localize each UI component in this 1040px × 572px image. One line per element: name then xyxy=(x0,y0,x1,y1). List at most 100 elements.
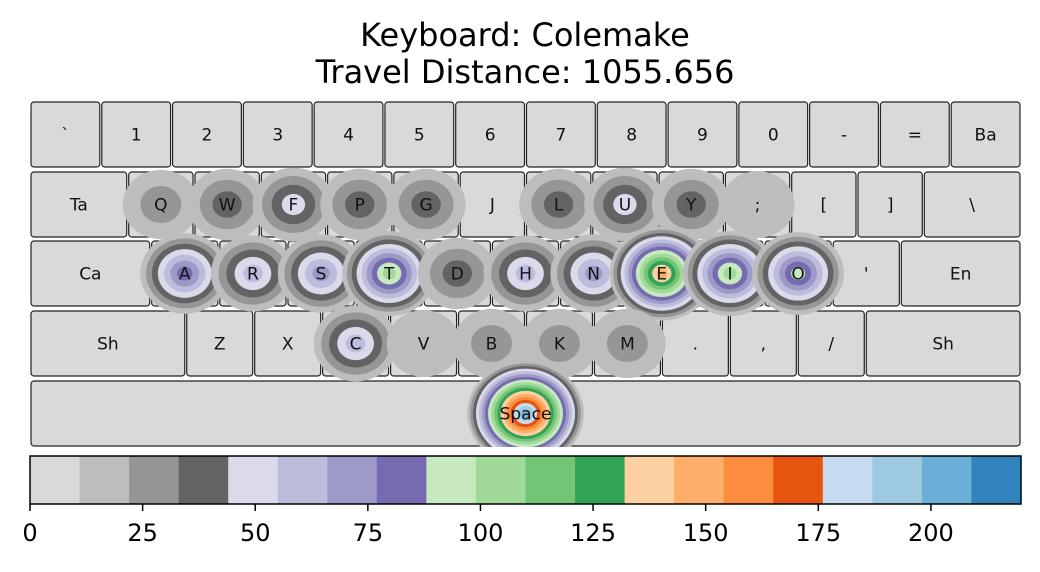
colorbar-segment xyxy=(178,456,229,504)
chart-title-line-1: Keyboard: Colemake xyxy=(360,16,690,54)
key-rbracket xyxy=(857,171,923,238)
heat-blob-b xyxy=(453,308,530,379)
key-slash xyxy=(797,310,865,377)
colorbar-segment xyxy=(327,456,378,504)
heat-blob-semicolon xyxy=(720,171,795,238)
key-5-label: 5 xyxy=(414,126,425,146)
key-9-label: 9 xyxy=(697,126,708,146)
heat-band-t-9 xyxy=(382,267,396,280)
heat-blob-c xyxy=(313,305,398,382)
key-sh-2-label: Sh xyxy=(932,335,954,355)
heat-band-u-4 xyxy=(613,193,637,216)
colorbar-segment xyxy=(475,456,526,504)
key-a-label: A xyxy=(179,265,191,285)
key-slash-label: / xyxy=(828,335,834,355)
key-e-label: E xyxy=(656,265,667,285)
heat-blob-i xyxy=(682,230,777,317)
colorbar-segment xyxy=(723,456,774,504)
key-k-label: K xyxy=(554,335,566,355)
key-1 xyxy=(101,101,172,168)
colorbar-segment xyxy=(773,456,824,504)
heat-band-a-7 xyxy=(177,266,193,281)
key-u-label: U xyxy=(619,196,631,216)
key-backslash-label: \ xyxy=(969,196,975,216)
colorbar-segment xyxy=(872,456,923,504)
heat-band-s-6 xyxy=(312,265,330,282)
heat-blob-u xyxy=(584,167,666,242)
key-sh-label: Sh xyxy=(97,335,119,355)
key-3 xyxy=(242,101,313,168)
heat-blob-y xyxy=(651,168,731,241)
key-o-label: O xyxy=(791,265,804,285)
key-backtick-label: ` xyxy=(61,126,70,146)
colorbar-segment xyxy=(277,456,328,504)
heat-blob-m xyxy=(589,308,666,379)
key-1-label: 1 xyxy=(131,126,142,146)
heat-band-y-3 xyxy=(676,191,706,218)
key-equals-label: = xyxy=(908,126,922,146)
key-2-label: 2 xyxy=(202,126,213,146)
heat-band-b-2 xyxy=(471,324,513,363)
colorbar-segment xyxy=(79,456,130,504)
colorbar-segment xyxy=(921,456,972,504)
heat-blob-h xyxy=(483,235,568,312)
key-ba-label: Ba xyxy=(975,126,997,146)
colorbar-tick-label: 200 xyxy=(908,519,954,547)
key-v-label: V xyxy=(418,335,430,355)
key-en xyxy=(900,240,1021,307)
key-7 xyxy=(525,101,596,168)
key-5 xyxy=(384,101,455,168)
key-s-label: S xyxy=(316,265,327,285)
heat-band-d-3 xyxy=(442,260,473,287)
key-z-label: Z xyxy=(214,335,226,355)
heat-blob-r xyxy=(210,235,295,312)
key-semicolon-label: ; xyxy=(755,196,761,216)
heat-blob-e xyxy=(609,226,714,321)
heat-band-w-3 xyxy=(212,191,242,218)
key-7-label: 7 xyxy=(555,126,566,146)
colorbar-segment xyxy=(971,456,1022,504)
heat-blob-space xyxy=(467,360,584,447)
colorbar-segment xyxy=(624,456,675,504)
heat-band-r-5 xyxy=(243,264,263,283)
key-quote-label: ' xyxy=(864,265,869,285)
key-h-label: H xyxy=(519,265,532,285)
colorbar: 0 25 50 75 100 125 150 175 200 xyxy=(22,455,1022,547)
key-m-label: M xyxy=(620,335,635,355)
heat-band-e-13 xyxy=(656,268,667,279)
key-rbracket-label: ] xyxy=(887,196,894,216)
colorbar-tick-label: 100 xyxy=(458,519,504,547)
colorbar-tick-label: 75 xyxy=(353,519,384,547)
colorbar-segment xyxy=(376,456,427,504)
heat-band-space-18 xyxy=(521,409,530,418)
key-minus-label: - xyxy=(841,126,847,146)
colorbar-segment xyxy=(129,456,180,504)
key-comma xyxy=(729,310,797,377)
heat-blob-s xyxy=(277,234,365,313)
key-sh-2 xyxy=(865,310,1021,377)
heat-blob-o xyxy=(752,232,844,315)
heat-blob-w xyxy=(187,168,267,241)
heat-band-v-1 xyxy=(386,310,461,377)
key-ta-label: Ta xyxy=(69,196,88,216)
key-equals xyxy=(879,101,950,168)
key-ca-label: Ca xyxy=(79,265,101,285)
colorbar-tick-label: 0 xyxy=(22,519,37,547)
colorbar-tick-label: 175 xyxy=(795,519,841,547)
heat-blob-l xyxy=(519,168,599,241)
colorbar-tick-label: 125 xyxy=(570,519,616,547)
colorbar-segment xyxy=(822,456,873,504)
heat-band-k-2 xyxy=(538,324,580,363)
key-4 xyxy=(313,101,384,168)
heat-band-o-8 xyxy=(791,267,806,280)
key-n-label: N xyxy=(587,265,600,285)
key-t-label: T xyxy=(383,265,395,285)
heat-band-n-6 xyxy=(585,265,603,282)
heat-blob-f xyxy=(252,167,335,242)
key-0-label: 0 xyxy=(768,126,779,146)
key-ba xyxy=(950,101,1021,168)
key-6-label: 6 xyxy=(485,126,496,146)
heat-contours xyxy=(122,167,844,447)
heat-blob-q xyxy=(122,169,200,240)
